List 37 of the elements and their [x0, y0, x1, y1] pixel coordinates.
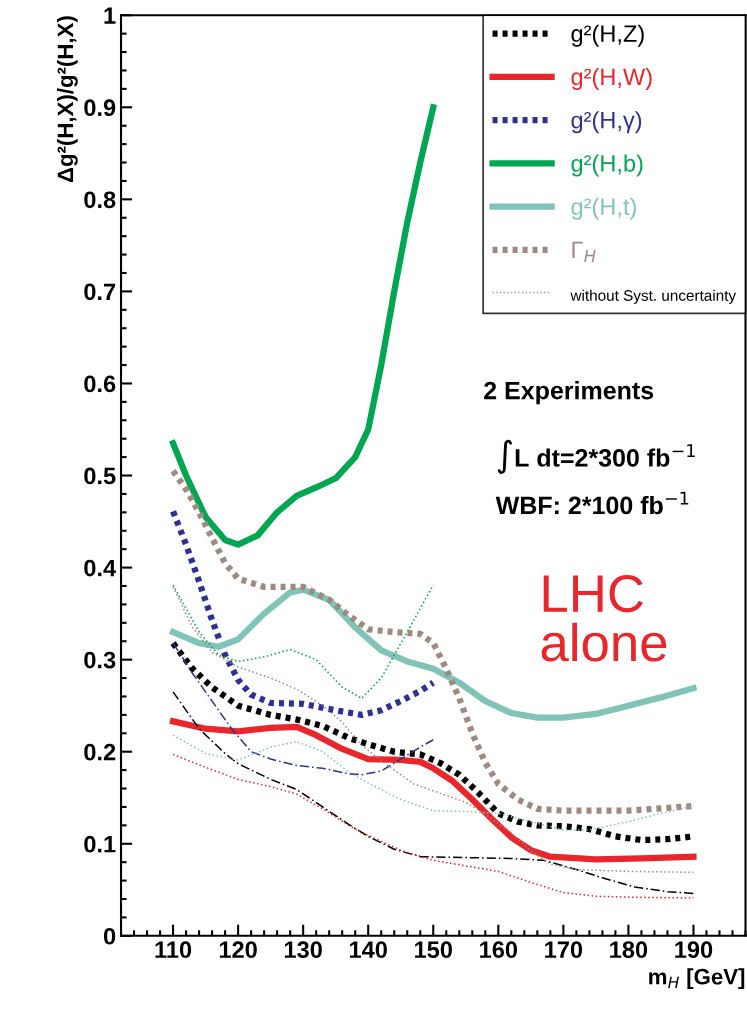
line-series [172, 691, 695, 895]
y-tick-label: 0.7 [84, 283, 116, 301]
x-tick-label: 120 [219, 941, 257, 959]
legend-label: g²(H,W) [571, 67, 652, 90]
annotation: LHC alone [541, 575, 667, 662]
y-tick-label: 0.2 [84, 743, 116, 761]
legend-label: g²(H,t) [571, 197, 636, 220]
legend-label: g²(H,b) [571, 154, 643, 177]
x-tick-label: 110 [155, 941, 192, 959]
legend-label: Γ$_{H}$ [572, 241, 596, 262]
x-tick-label: 130 [284, 941, 322, 959]
x-tick-label: 150 [415, 941, 452, 959]
y-tick-label: 0.4 [84, 559, 117, 577]
x-tick-label: 160 [480, 941, 518, 959]
x-tick-label: 170 [545, 941, 583, 959]
x-axis-title: m$_{H}$ [GeV] [649, 968, 745, 989]
annotation: 2 Experiments [484, 381, 654, 405]
line-series [172, 734, 695, 831]
y-tick-label: 0.6 [84, 375, 116, 393]
y-tick-label: 0.9 [84, 99, 116, 117]
x-tick-label: 180 [610, 941, 648, 959]
annotation: without Syst. uncertainty [570, 289, 737, 304]
y-tick-label: 0.1 [84, 835, 116, 853]
y-axis-title: Δg²(H,X)/g²(H,X) [56, 16, 78, 183]
y-tick-label: 0 [103, 927, 116, 945]
x-tick-label: 190 [675, 941, 713, 959]
y-tick-label: 0.8 [84, 191, 116, 209]
x-tick-label: 140 [350, 941, 387, 959]
y-tick-label: 0.5 [84, 467, 116, 485]
annotation: WBF: 2*100 fb$^{−1}$ [495, 491, 689, 515]
y-tick-label: 0.3 [84, 651, 116, 669]
y-tick-label: 1 [104, 7, 116, 24]
line-series [172, 584, 435, 700]
line-series [172, 642, 435, 776]
legend-label: g²(H,γ) [571, 111, 642, 134]
legend-label: g²(H,Z) [571, 24, 644, 47]
annotation: ∫L dt=2*300 fb$^{−1}$ [497, 439, 695, 475]
